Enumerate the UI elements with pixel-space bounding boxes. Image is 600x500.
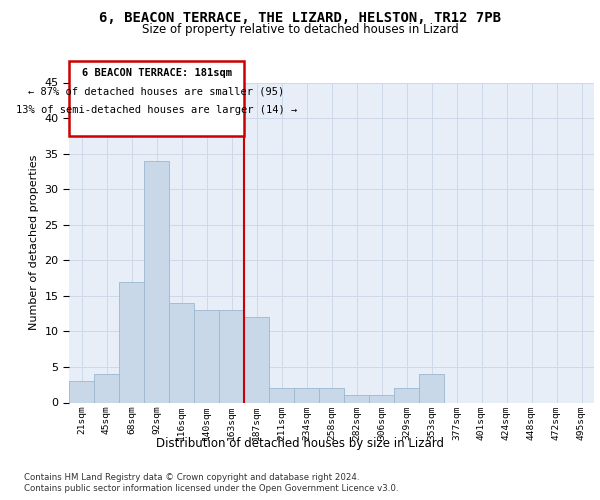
Text: Contains HM Land Registry data © Crown copyright and database right 2024.: Contains HM Land Registry data © Crown c… [24,472,359,482]
Bar [69,381,94,402]
Bar [194,310,219,402]
Text: 6, BEACON TERRACE, THE LIZARD, HELSTON, TR12 7PB: 6, BEACON TERRACE, THE LIZARD, HELSTON, … [99,11,501,25]
Bar [144,160,169,402]
Bar [369,396,394,402]
Bar [394,388,419,402]
Text: 6 BEACON TERRACE: 181sqm: 6 BEACON TERRACE: 181sqm [82,68,232,78]
Text: ← 87% of detached houses are smaller (95): ← 87% of detached houses are smaller (95… [28,86,284,96]
Bar [119,282,144,403]
Bar [94,374,119,402]
Text: 13% of semi-detached houses are larger (14) →: 13% of semi-detached houses are larger (… [16,106,297,116]
Text: Distribution of detached houses by size in Lizard: Distribution of detached houses by size … [156,438,444,450]
Text: Size of property relative to detached houses in Lizard: Size of property relative to detached ho… [142,22,458,36]
Bar [419,374,444,402]
Bar [169,303,194,402]
Bar [269,388,294,402]
Text: Contains public sector information licensed under the Open Government Licence v3: Contains public sector information licen… [24,484,398,493]
Bar [69,61,244,136]
Bar [344,396,369,402]
Bar [219,310,244,402]
Bar [294,388,319,402]
Bar [244,317,269,402]
Bar [319,388,344,402]
Y-axis label: Number of detached properties: Number of detached properties [29,155,39,330]
